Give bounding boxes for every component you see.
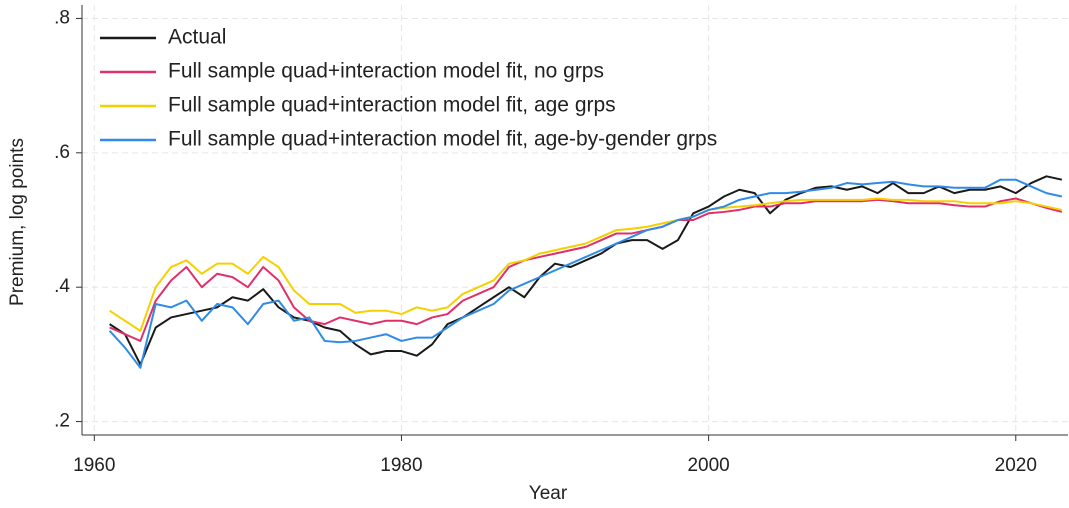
x-tick-label: 2020 (995, 455, 1037, 476)
x-tick-label: 1960 (73, 455, 115, 476)
x-tick-label: 2000 (687, 455, 729, 476)
series-line (109, 197, 1063, 342)
legend-label: Full sample quad+interaction model fit, … (168, 60, 604, 83)
y-tick-label: .4 (54, 276, 70, 297)
series-line (109, 197, 1063, 332)
y-tick-label: .2 (54, 411, 70, 432)
y-tick-label: .6 (54, 142, 70, 163)
series-line (109, 175, 1063, 366)
series-line (108, 178, 1063, 369)
legend-label: Full sample quad+interaction model fit, … (168, 128, 717, 151)
y-axis-title: Premium, log points (7, 138, 28, 306)
legend-label: Actual (168, 26, 226, 49)
legend-label: Full sample quad+interaction model fit, … (168, 94, 616, 117)
y-tick-label: .8 (54, 7, 70, 28)
x-tick-label: 1980 (380, 455, 422, 476)
x-axis-title: Year (529, 483, 568, 504)
